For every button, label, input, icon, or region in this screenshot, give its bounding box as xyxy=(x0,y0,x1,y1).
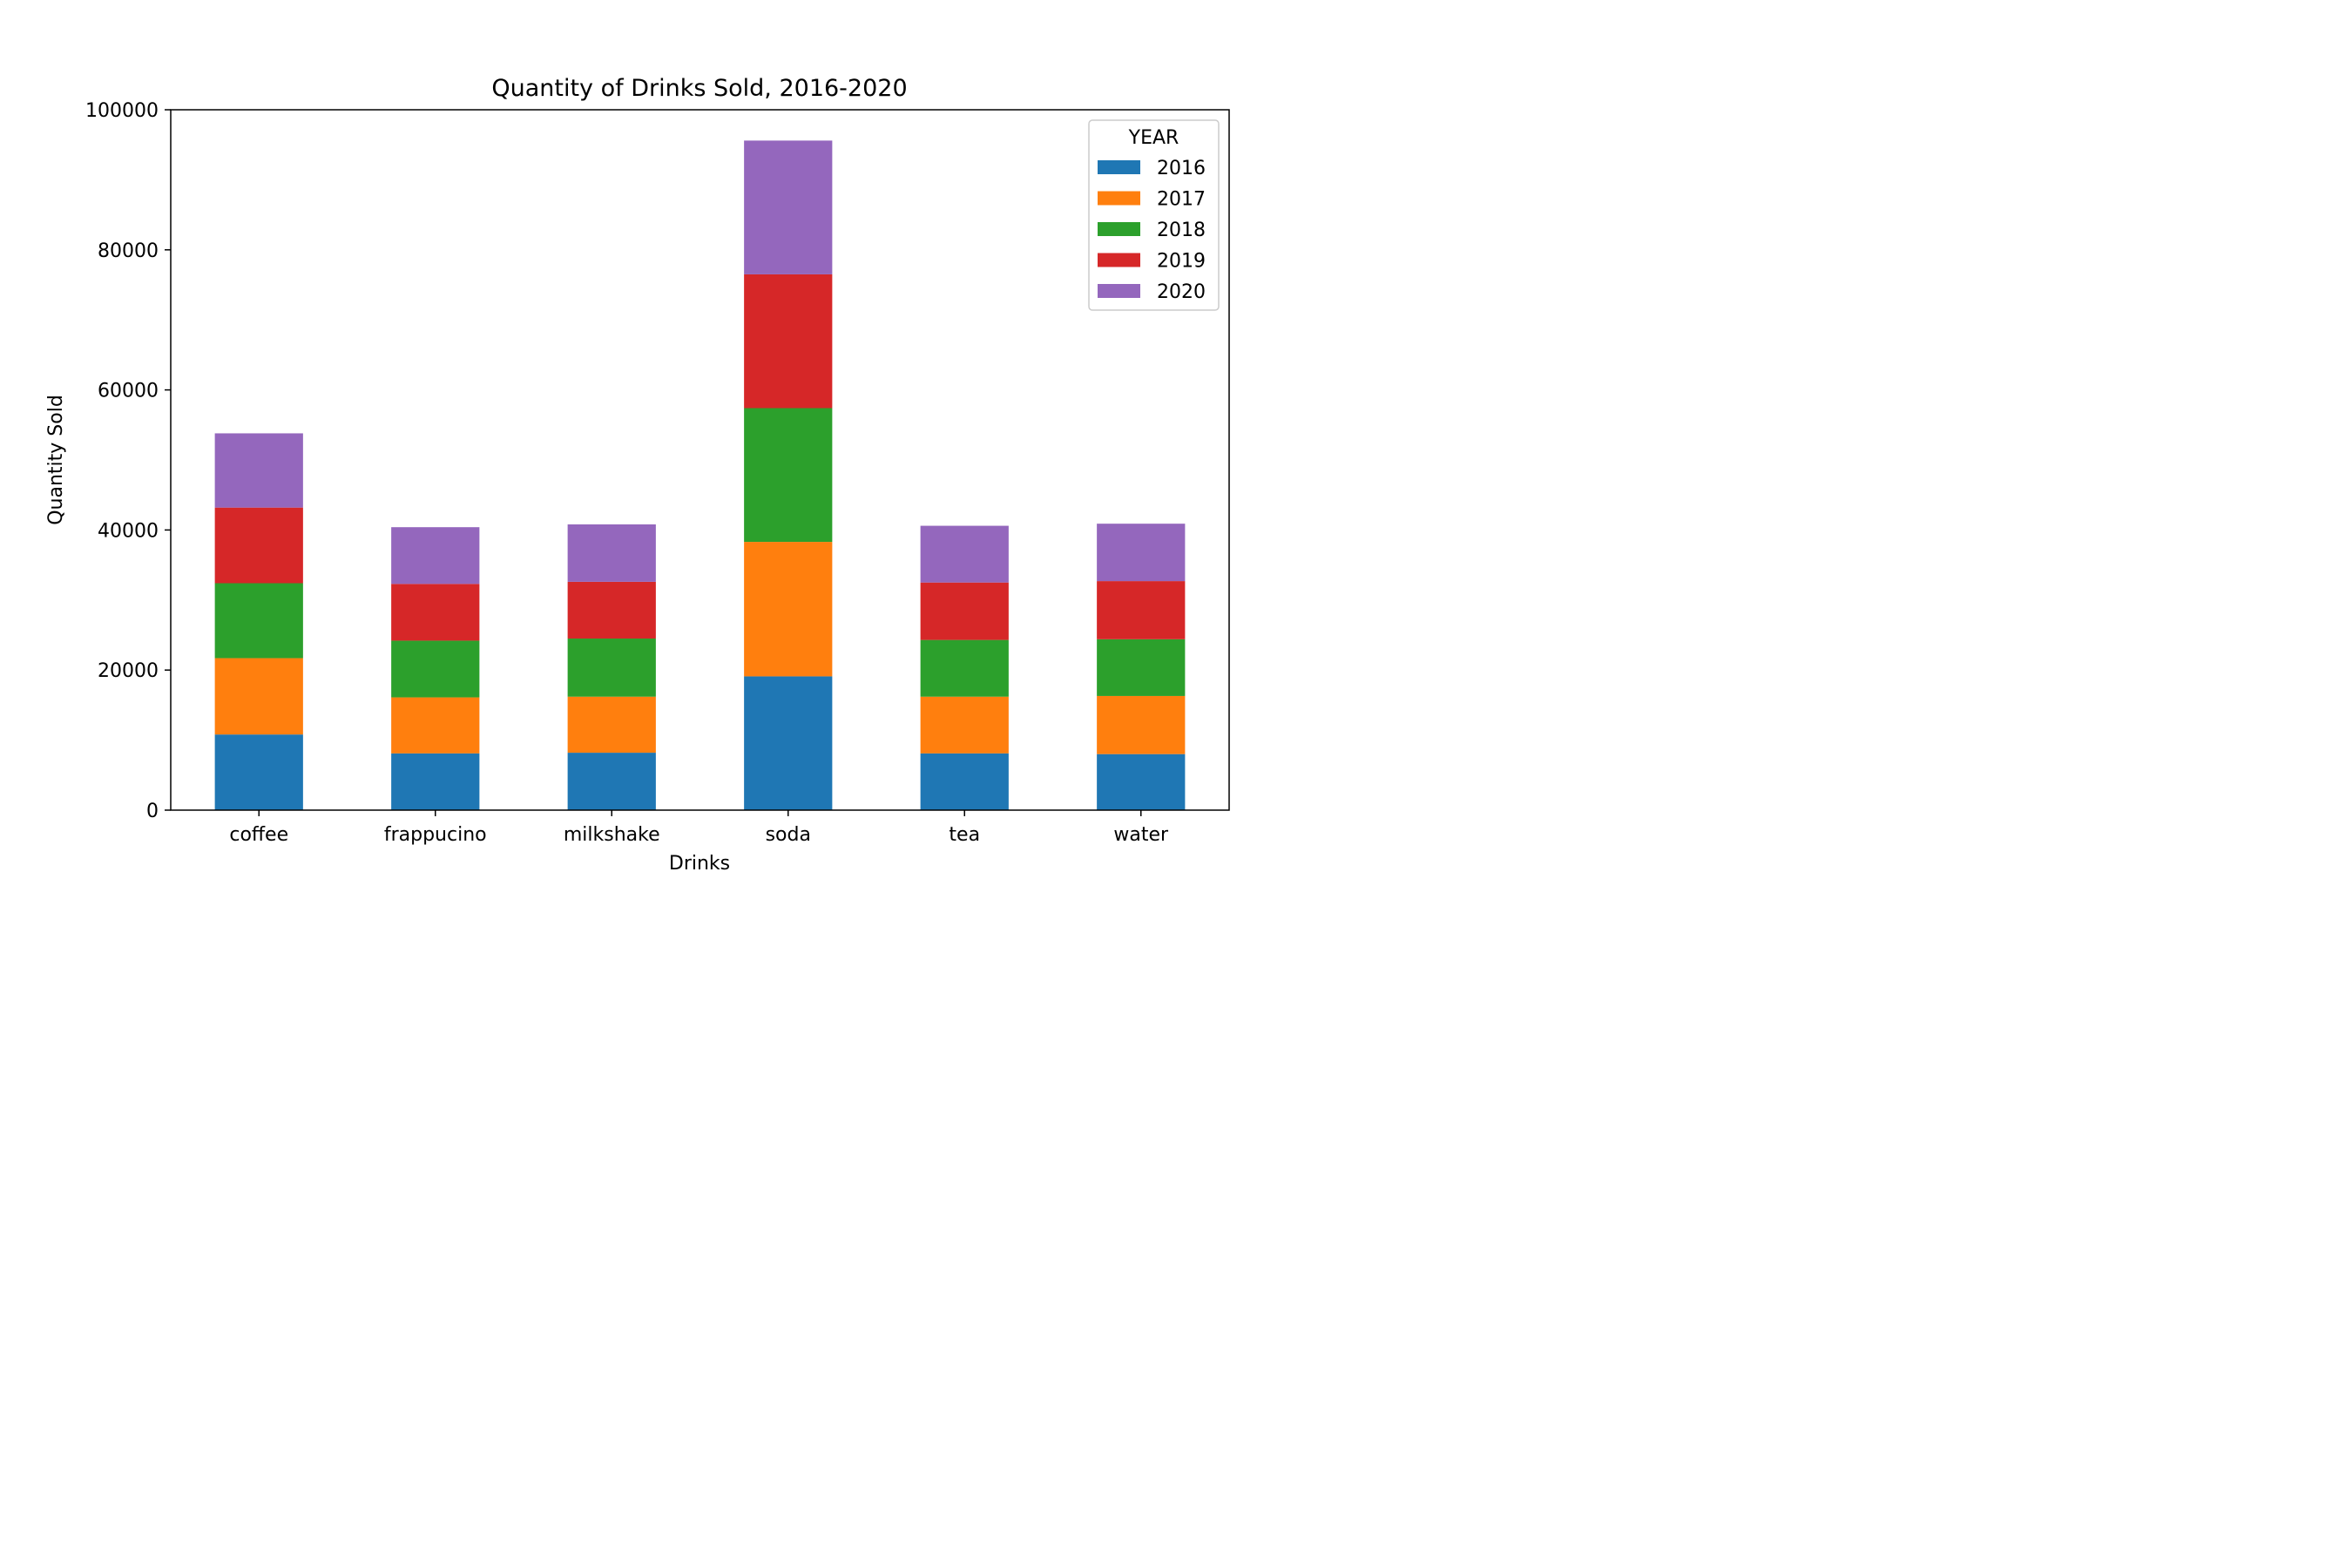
x-tick-label-tea: tea xyxy=(949,824,980,846)
bar-soda-2016 xyxy=(744,676,833,810)
bar-frappucino-2017 xyxy=(391,697,480,754)
legend-label-2017: 2017 xyxy=(1157,189,1206,211)
bar-coffee-2017 xyxy=(214,658,303,735)
bar-soda-2018 xyxy=(744,408,833,543)
legend-label-2018: 2018 xyxy=(1157,220,1206,241)
bar-tea-2016 xyxy=(920,753,1009,810)
bar-soda-2019 xyxy=(744,274,833,409)
y-tick-label: 0 xyxy=(146,801,159,822)
x-tick-label-water: water xyxy=(1113,824,1169,846)
bar-coffee-2018 xyxy=(214,583,303,659)
legend-swatch-2016 xyxy=(1098,160,1140,174)
legend-label-2020: 2020 xyxy=(1157,281,1206,303)
bar-tea-2017 xyxy=(920,696,1009,754)
bar-water-2020 xyxy=(1097,524,1186,582)
y-tick-label: 80000 xyxy=(98,240,159,262)
bar-frappucino-2020 xyxy=(391,527,480,585)
legend-label-2019: 2019 xyxy=(1157,251,1206,273)
x-tick-label-coffee: coffee xyxy=(229,824,288,846)
bar-frappucino-2018 xyxy=(391,640,480,698)
legend-swatch-2018 xyxy=(1098,222,1140,236)
bars-layer xyxy=(214,140,1186,810)
y-axis-label: Quantity Sold xyxy=(45,395,67,525)
legend-swatch-2019 xyxy=(1098,253,1140,267)
legend-label-2016: 2016 xyxy=(1157,158,1206,179)
y-tick-label: 40000 xyxy=(98,520,159,542)
y-tick-label: 100000 xyxy=(85,100,159,122)
x-tick-label-frappucino: frappucino xyxy=(384,824,487,846)
bar-milkshake-2020 xyxy=(567,524,656,582)
bar-water-2017 xyxy=(1097,695,1186,754)
stacked-bar-chart: Quantity of Drinks Sold, 2016-2020 0 2000… xyxy=(0,0,1347,911)
bar-water-2019 xyxy=(1097,581,1186,639)
x-tick-label-soda: soda xyxy=(766,824,811,846)
bar-tea-2020 xyxy=(920,525,1009,583)
y-tick-label: 60000 xyxy=(98,381,159,402)
bar-milkshake-2018 xyxy=(567,639,656,697)
chart-title: Quantity of Drinks Sold, 2016-2020 xyxy=(491,75,907,102)
bar-milkshake-2017 xyxy=(567,696,656,754)
bar-milkshake-2016 xyxy=(567,753,656,810)
x-tick-label-milkshake: milkshake xyxy=(564,824,660,846)
bar-tea-2018 xyxy=(920,639,1009,697)
plot-frame xyxy=(170,109,1230,811)
y-axis: 0 20000 40000 60000 80000 100000 xyxy=(85,100,171,822)
legend-swatch-2017 xyxy=(1098,191,1140,206)
bar-soda-2020 xyxy=(744,140,833,274)
bar-milkshake-2019 xyxy=(567,581,656,639)
bar-soda-2017 xyxy=(744,542,833,677)
bar-frappucino-2016 xyxy=(391,753,480,810)
bar-water-2018 xyxy=(1097,639,1186,696)
bar-coffee-2016 xyxy=(214,734,303,810)
y-tick-label: 20000 xyxy=(98,660,159,682)
bar-coffee-2019 xyxy=(214,507,303,584)
bar-tea-2019 xyxy=(920,582,1009,640)
bar-water-2016 xyxy=(1097,754,1186,810)
x-axis: coffee frappucino milkshake soda tea water xyxy=(229,810,1169,846)
bar-coffee-2020 xyxy=(214,433,303,508)
legend: YEAR 2016 2017 2018 2019 2020 xyxy=(1088,119,1220,311)
bar-frappucino-2019 xyxy=(391,584,480,641)
legend-swatch-2020 xyxy=(1098,284,1140,298)
legend-title: YEAR xyxy=(1128,127,1179,149)
x-axis-label: Drinks xyxy=(669,853,730,875)
